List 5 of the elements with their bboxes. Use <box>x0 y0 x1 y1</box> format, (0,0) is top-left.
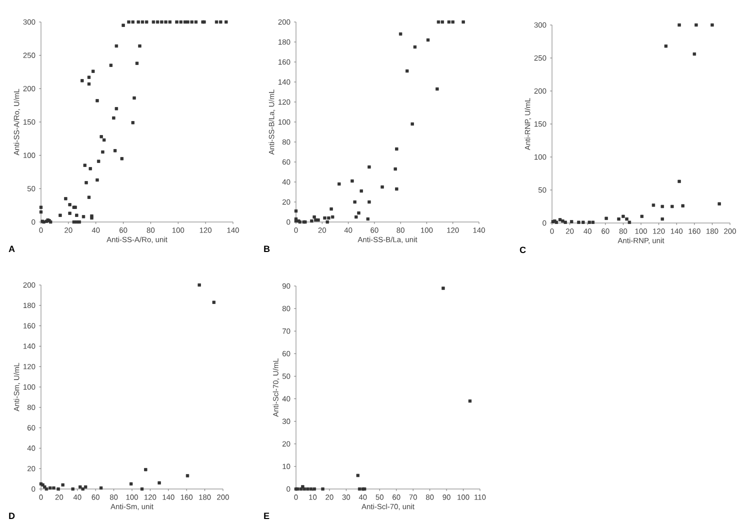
text: B <box>264 246 270 252</box>
text: D <box>9 512 15 519</box>
text: C <box>520 246 526 254</box>
text: A <box>8 246 15 252</box>
text: E <box>264 512 270 519</box>
